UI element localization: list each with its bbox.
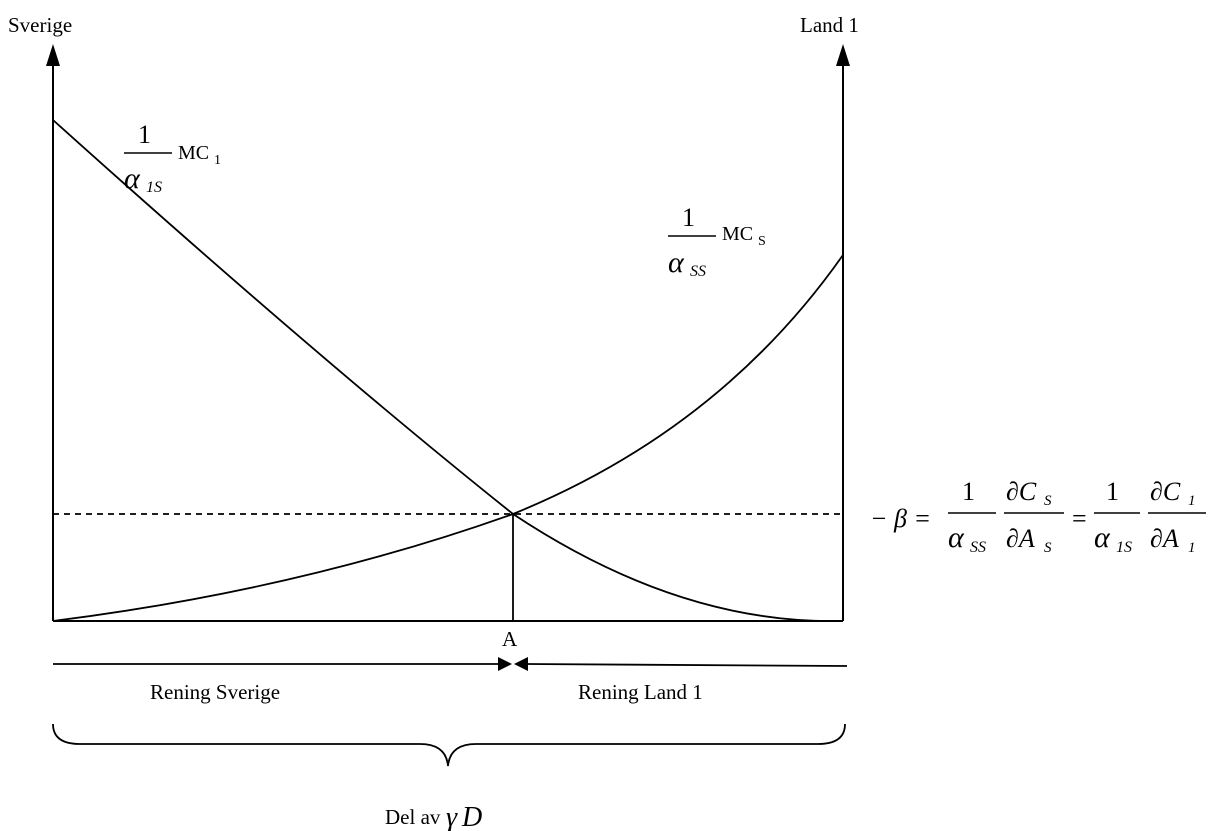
brace-label-gamma: γ xyxy=(446,802,458,831)
curve-mc1 xyxy=(52,119,844,623)
arrow-rening-sverige-head xyxy=(498,657,512,671)
eq-t2-dnum: ∂C xyxy=(1150,477,1181,506)
mcs-alpha-sub: SS xyxy=(690,263,706,280)
eq-t2-num: 1 xyxy=(1106,477,1119,506)
mcs-alpha: α xyxy=(668,246,685,279)
mc1-mc: MC xyxy=(178,142,209,164)
left-axis-arrowhead xyxy=(46,44,60,66)
eq-t1-num: 1 xyxy=(962,477,975,506)
label-rening-land1: Rening Land 1 xyxy=(578,680,703,704)
arrow-rening-land1 xyxy=(525,663,848,667)
eq-t1-dden-sub: S xyxy=(1044,540,1052,556)
right-axis-arrowhead xyxy=(836,44,850,66)
right-axis-label: Land 1 xyxy=(800,13,859,37)
left-axis-label: Sverige xyxy=(8,13,72,37)
curly-brace xyxy=(52,723,846,767)
brace-label-var: D xyxy=(461,802,482,831)
eq-t2-alpha-sub: 1S xyxy=(1116,539,1132,556)
eq-t2-dnum-sub: 1 xyxy=(1188,493,1196,509)
mc1-mc-sub: 1 xyxy=(214,153,221,168)
eq-t1-alpha-sub: SS xyxy=(970,539,986,556)
equilibrium-equation: − β = 1 α SS ∂C S ∂A S = 1 α 1S ∂C 1 ∂A … xyxy=(870,477,1206,556)
eq-t2-dden-sub: 1 xyxy=(1188,540,1196,556)
equation-equals: = xyxy=(1072,504,1087,533)
label-mcs: 1 α SS MC S xyxy=(668,203,766,280)
mc1-alpha-sub: 1S xyxy=(146,179,162,196)
mcs-mc: MC xyxy=(722,223,753,245)
eq-t1-dden: ∂A xyxy=(1006,524,1035,553)
brace-label-text: Del av xyxy=(385,805,441,829)
eq-t2-alpha: α xyxy=(1094,521,1111,554)
curve-mcs xyxy=(52,254,844,622)
label-mc1: 1 α 1S MC 1 xyxy=(124,120,221,196)
mcs-numerator: 1 xyxy=(682,203,695,232)
arrow-rening-land1-head xyxy=(514,657,528,671)
mcs-mc-sub: S xyxy=(758,234,766,249)
eq-t1-dnum: ∂C xyxy=(1006,477,1037,506)
equation-lhs: − β = xyxy=(870,504,931,533)
brace-label: Del av γ D xyxy=(385,802,482,831)
eq-t1-dnum-sub: S xyxy=(1044,493,1052,509)
label-rening-sverige: Rening Sverige xyxy=(150,680,280,704)
intersection-label: A xyxy=(502,627,518,651)
mc1-numerator: 1 xyxy=(138,120,151,149)
eq-t1-alpha: α xyxy=(948,521,965,554)
mc1-alpha: α xyxy=(124,162,141,195)
eq-t2-dden: ∂A xyxy=(1150,524,1179,553)
